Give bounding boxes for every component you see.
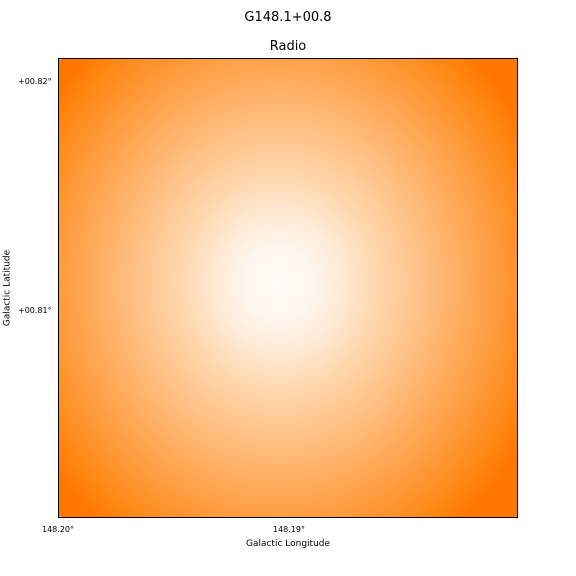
y-tick-label-middle: +00.81°: [18, 306, 52, 315]
figure-title: G148.1+00.8: [244, 10, 332, 25]
x-tick-label-middle: 148.19°: [273, 525, 305, 534]
y-tick-label-top: +00.82°: [18, 77, 52, 86]
x-tick-label-left: 148.20°: [42, 525, 74, 534]
radio-image-frame: [58, 58, 518, 518]
y-axis-label: Galactic Latitude: [2, 249, 13, 327]
panel-title: Radio: [269, 39, 307, 54]
x-axis-label: Galactic Longitude: [245, 539, 331, 549]
radio-emission-image: [59, 59, 517, 517]
